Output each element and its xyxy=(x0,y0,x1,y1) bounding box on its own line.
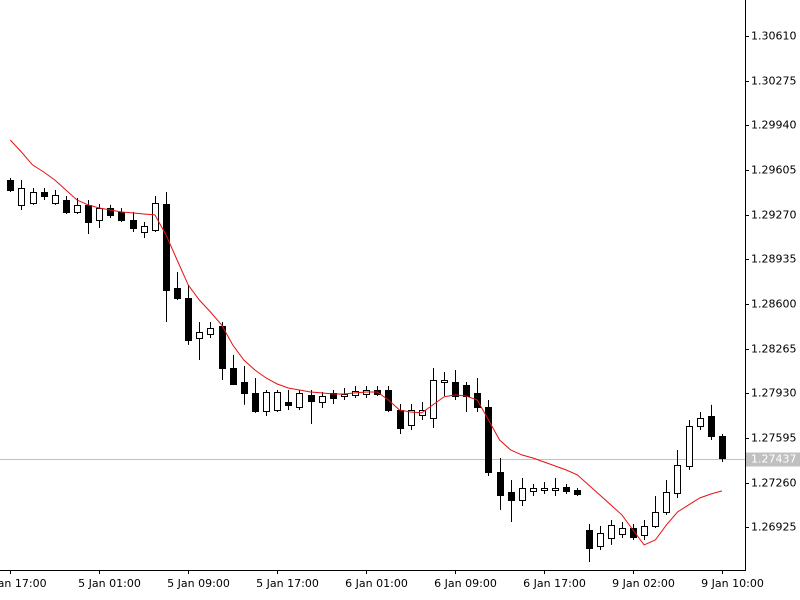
candle-body xyxy=(652,512,659,527)
candle-body xyxy=(207,328,214,335)
candle-body xyxy=(296,393,303,408)
current-price-box xyxy=(746,452,800,467)
candle-body xyxy=(530,488,537,492)
candle-body xyxy=(430,380,437,419)
current-price-label: 1.27437 xyxy=(751,453,797,466)
candle-body xyxy=(630,528,637,538)
candle-body xyxy=(563,487,570,492)
y-tick-label: 1.29605 xyxy=(751,164,797,177)
candle-body xyxy=(241,382,248,394)
candle-body xyxy=(663,492,670,513)
candle-body xyxy=(7,180,14,191)
candle-body xyxy=(252,393,259,412)
candle-body xyxy=(574,490,581,495)
candle-body xyxy=(118,212,125,221)
candle-body xyxy=(408,410,415,426)
candle-body xyxy=(697,418,704,427)
candle-body xyxy=(174,288,181,299)
y-tick-label: 1.29270 xyxy=(751,209,797,222)
y-tick-label: 1.30610 xyxy=(751,30,797,43)
x-tick-label: 9 Jan 10:00 xyxy=(701,577,764,590)
candle-body xyxy=(508,492,515,501)
candle-body xyxy=(641,526,648,536)
candle-body xyxy=(18,188,25,206)
candle-body xyxy=(463,385,470,397)
candle-body xyxy=(130,220,137,229)
y-tick-label: 1.27260 xyxy=(751,477,797,490)
candle-body xyxy=(163,204,170,291)
candle-body xyxy=(441,380,448,383)
x-tick-label: 5 Jan 17:00 xyxy=(256,577,319,590)
candle-body xyxy=(41,192,48,197)
x-tick-label: 5 Jan 09:00 xyxy=(167,577,230,590)
moving-average-line xyxy=(9,139,723,546)
x-tick-label: Jan 17:00 xyxy=(0,577,47,590)
candle-body xyxy=(552,488,559,491)
candle-body xyxy=(219,326,226,369)
y-tick-label: 1.28265 xyxy=(751,343,797,356)
candle-body xyxy=(141,226,148,233)
candle-body xyxy=(341,394,348,397)
candle-body xyxy=(263,392,270,412)
candle-body xyxy=(686,426,693,467)
candle-body xyxy=(519,488,526,501)
candle-body xyxy=(196,332,203,339)
candle-body xyxy=(708,416,715,437)
candle-body xyxy=(497,472,504,496)
y-tick-label: 1.28600 xyxy=(751,298,797,311)
candle-body xyxy=(452,382,459,397)
candle-body xyxy=(719,436,726,459)
candle-body xyxy=(30,192,37,204)
candle-body xyxy=(608,525,615,539)
x-tick-label: 9 Jan 02:00 xyxy=(612,577,675,590)
x-tick-label: 6 Jan 17:00 xyxy=(523,577,586,590)
candle-body xyxy=(674,465,681,494)
candle-body xyxy=(308,395,315,402)
candle-body xyxy=(319,396,326,403)
candle-body xyxy=(597,533,604,547)
candle-body xyxy=(85,205,92,223)
candle-body xyxy=(63,200,70,213)
y-tick-label: 1.28935 xyxy=(751,253,797,266)
y-tick-label: 1.27930 xyxy=(751,387,797,400)
candle-body xyxy=(285,402,292,406)
candle-body xyxy=(185,298,192,341)
candle-body xyxy=(541,488,548,491)
candle-body xyxy=(52,195,59,204)
y-tick-label: 1.30275 xyxy=(751,75,797,88)
candle-body xyxy=(397,410,404,429)
y-tick-label: 1.29940 xyxy=(751,119,797,132)
candle-body xyxy=(274,392,281,411)
y-tick-label: 1.26925 xyxy=(751,521,797,534)
candle-body xyxy=(107,208,114,216)
x-tick-label: 5 Jan 01:00 xyxy=(78,577,141,590)
candle-body xyxy=(485,407,492,473)
candle-body xyxy=(619,528,626,535)
candle-body xyxy=(586,530,593,549)
x-tick-label: 6 Jan 09:00 xyxy=(434,577,497,590)
candle-body xyxy=(230,368,237,385)
candle-body xyxy=(74,205,81,213)
x-tick-label: 6 Jan 01:00 xyxy=(345,577,408,590)
y-tick-label: 1.27595 xyxy=(751,432,797,445)
candle-body xyxy=(96,208,103,221)
